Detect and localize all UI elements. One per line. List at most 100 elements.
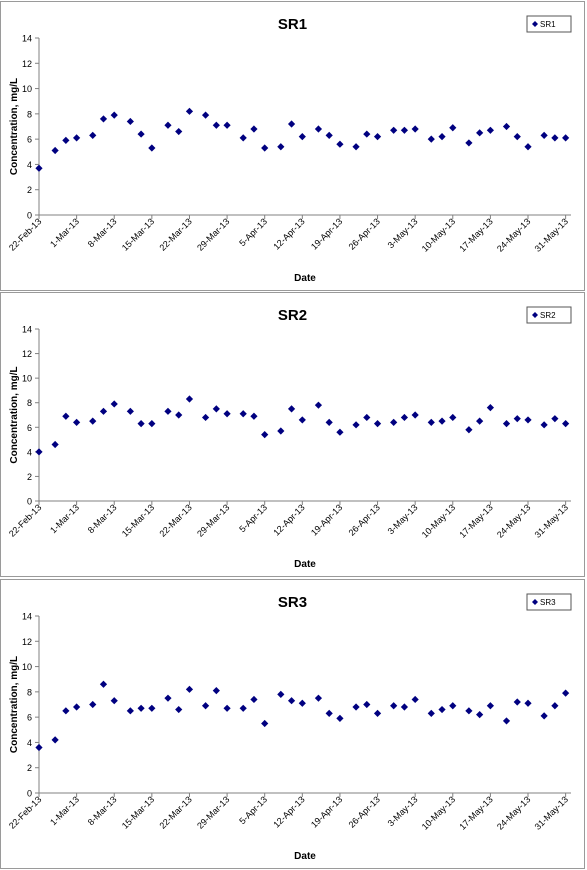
data-point: [486, 404, 494, 412]
data-point: [325, 131, 333, 139]
data-point: [261, 144, 269, 152]
data-point: [363, 413, 371, 422]
x-tick-label: 24-May-13: [495, 216, 532, 253]
data-point: [502, 717, 511, 725]
data-point: [502, 420, 511, 428]
data-point: [411, 411, 419, 419]
x-tick-label: 10-May-13: [420, 502, 457, 539]
x-tick-label: 19-Apr-13: [309, 794, 344, 829]
data-point: [427, 709, 435, 717]
data-point: [373, 133, 382, 141]
data-point: [298, 133, 306, 141]
x-tick-label: 24-May-13: [495, 502, 532, 539]
data-point: [562, 134, 570, 142]
data-point: [449, 413, 457, 422]
data-point: [352, 421, 360, 429]
data-point: [137, 704, 145, 712]
x-tick-label: 3-May-13: [386, 794, 420, 828]
data-point: [363, 130, 371, 138]
data-point: [524, 699, 532, 707]
y-tick-label: 8: [27, 398, 32, 408]
data-point: [261, 431, 269, 439]
data-point: [164, 694, 172, 702]
data-point: [223, 121, 231, 129]
chart-panel-sr2: SR2 0 2 4 6 8 10 12 14 22-Feb-13 1-Mar-13 8-Mar-13 1…: [0, 292, 585, 577]
data-point: [51, 146, 59, 155]
data-point: [62, 707, 70, 715]
data-point: [449, 124, 457, 132]
x-tick-label: 5-Apr-13: [237, 216, 269, 248]
data-point: [476, 417, 484, 425]
data-point: [465, 139, 473, 147]
data-point: [250, 695, 258, 704]
data-point: [390, 126, 398, 134]
x-tick-label: 12-Apr-13: [271, 216, 306, 251]
legend-box: [526, 593, 572, 611]
data-point: [314, 125, 323, 133]
data-point: [562, 420, 570, 428]
x-tick-label: 5-Apr-13: [237, 794, 269, 826]
data-point: [212, 121, 220, 129]
y-axis-label: Concentration, mg/L: [9, 656, 20, 753]
y-tick-label: 6: [27, 135, 32, 145]
data-point: [175, 705, 183, 714]
data-point: [551, 702, 559, 710]
y-tick-label: 14: [22, 325, 32, 335]
chart-panel-sr1: SR1 0 2 4 6 8 10 12 14 22-Feb-13 1-Mar-13 8-Mar-13 1…: [0, 1, 585, 291]
legend-label: SR3: [540, 598, 556, 607]
data-point: [486, 126, 494, 134]
y-tick-label: 10: [22, 374, 32, 384]
legend-marker: [532, 312, 538, 318]
data-point: [148, 704, 156, 712]
y-tick-label: 4: [27, 447, 32, 457]
data-point: [551, 415, 559, 423]
x-tick-label: 8-Mar-13: [86, 502, 119, 535]
legend-label: SR2: [540, 311, 556, 320]
legend-box: [526, 15, 572, 33]
y-tick-label: 12: [22, 349, 32, 359]
data-point: [438, 133, 446, 141]
x-tick-label: 22-Feb-13: [7, 216, 43, 252]
data-point: [201, 413, 210, 422]
data-point: [126, 707, 134, 715]
data-point: [148, 144, 156, 152]
data-point: [89, 700, 97, 709]
data-point: [540, 712, 548, 720]
data-point: [524, 416, 532, 424]
x-tick-label: 26-Apr-13: [347, 216, 382, 251]
data-point: [502, 122, 511, 131]
x-tick-label: 3-May-13: [386, 502, 420, 536]
data-point: [449, 702, 457, 710]
x-tick-label: 15-Mar-13: [120, 794, 156, 830]
x-tick-label: 3-May-13: [386, 216, 420, 250]
y-tick-label: 0: [27, 789, 32, 799]
x-tick-label: 22-Mar-13: [157, 502, 193, 538]
y-tick-label: 0: [27, 497, 32, 507]
data-point: [363, 700, 371, 709]
data-point: [411, 125, 419, 133]
data-point: [336, 428, 344, 436]
data-point: [261, 719, 269, 728]
x-tick-label: 8-Mar-13: [86, 794, 119, 827]
x-tick-label: 31-May-13: [533, 794, 570, 831]
data-point: [35, 448, 43, 456]
data-point: [35, 743, 43, 752]
x-tick-label: 1-Mar-13: [48, 216, 81, 249]
y-tick-label: 2: [27, 472, 32, 482]
chart-title: SR3: [278, 594, 307, 611]
x-tick-label: 8-Mar-13: [86, 216, 119, 249]
data-point: [110, 400, 118, 408]
x-axis-label: Date: [294, 273, 316, 284]
data-point: [352, 143, 360, 151]
x-tick-label: 29-Mar-13: [195, 794, 231, 830]
chart-panel-sr3: SR3 0 2 4 6 8 10 12 14 22-Feb-13 1-Mar-13 8-Mar-13 1…: [0, 579, 585, 869]
x-tick-label: 17-May-13: [457, 502, 494, 539]
y-tick-label: 12: [22, 59, 32, 69]
data-point: [287, 120, 296, 128]
data-point: [62, 136, 70, 145]
x-tick-label: 22-Mar-13: [157, 794, 193, 830]
data-point: [99, 407, 108, 415]
data-point: [325, 418, 333, 426]
data-point: [400, 126, 409, 134]
x-tick-label: 24-May-13: [495, 794, 532, 831]
